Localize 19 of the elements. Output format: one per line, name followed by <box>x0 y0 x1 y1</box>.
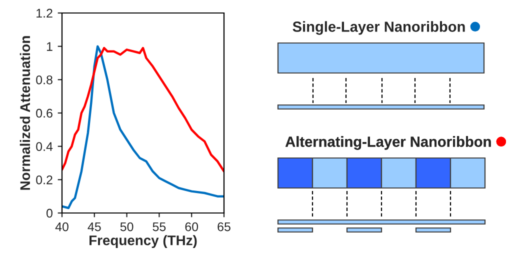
y-tick-label: 1 <box>46 42 52 51</box>
x-tick-label: 45 <box>88 222 101 232</box>
x-tick-label: 60 <box>185 222 198 232</box>
y-axis-title: Normalized Attenuation <box>20 36 30 190</box>
y-tick-label: 1.2 <box>36 8 52 18</box>
x-tick-label: 50 <box>120 222 134 232</box>
y-tick-label: 0.4 <box>36 142 53 151</box>
y-tick-label: 0 <box>46 208 52 218</box>
x-tick-label: 40 <box>55 222 68 232</box>
legend-label: Alternating-Layer Nanoribbon <box>285 136 491 150</box>
x-tick-label: 55 <box>152 222 166 232</box>
x-tick-label: 65 <box>218 222 230 232</box>
y-tick-label: 0.6 <box>36 108 52 118</box>
line-series <box>62 45 224 210</box>
y-tick-label: 0.8 <box>36 75 52 84</box>
x-axis-title: Frequency (THz) <box>90 235 197 248</box>
y-tick-label: 0.2 <box>36 175 52 184</box>
line-series <box>62 46 224 172</box>
legend-label: Single-Layer Nanoribbon <box>292 21 465 35</box>
